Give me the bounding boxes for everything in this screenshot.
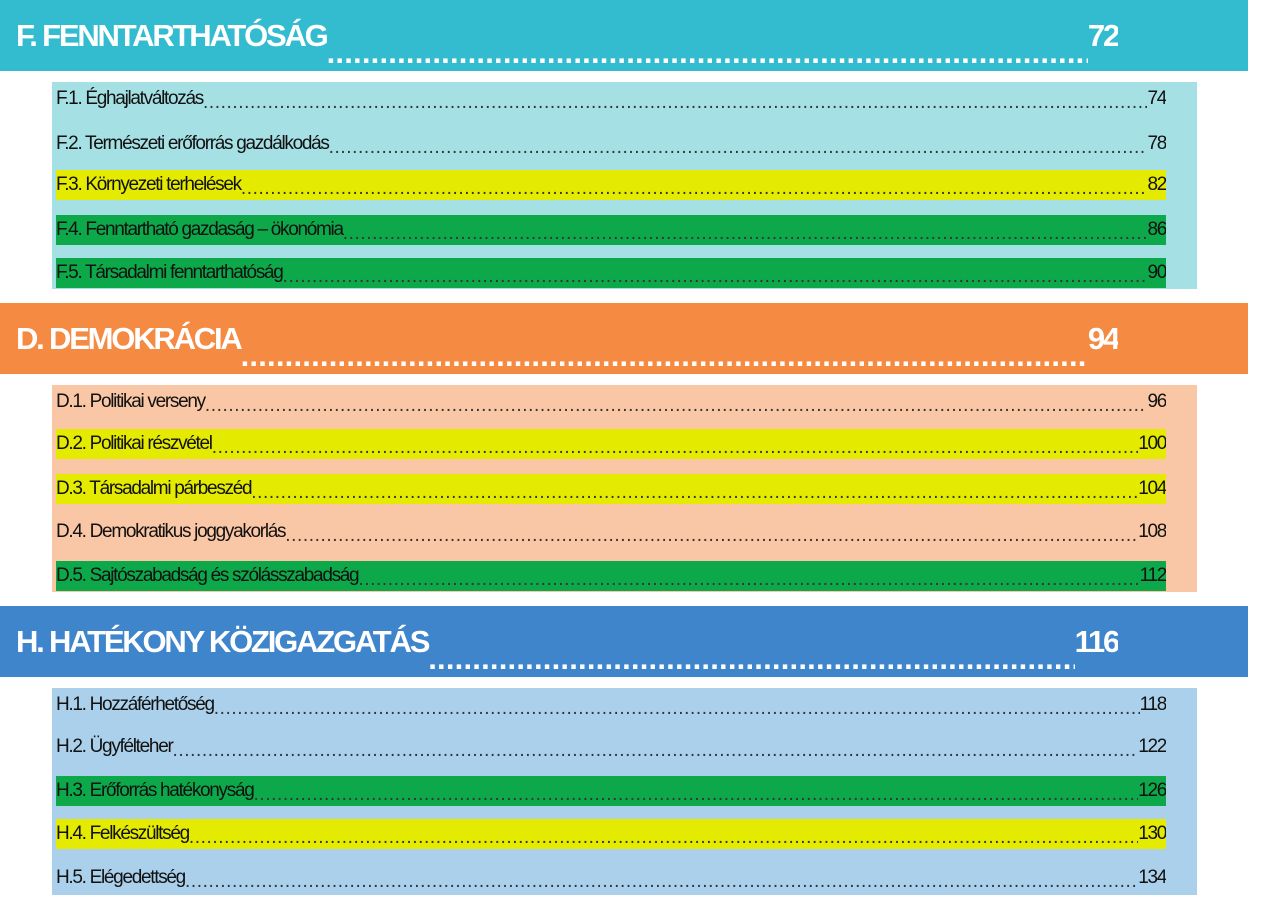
toc-entry-label: D.4. Demokratikus joggyakorlás [56, 521, 287, 542]
dot-leader [212, 437, 1138, 459]
dot-leader [329, 137, 1148, 159]
toc-entry-label: F.1. Éghajlatváltozás [56, 88, 204, 109]
toc-entry-f1[interactable]: F.1. Éghajlatváltozás 74 [56, 84, 1166, 114]
dot-leader [283, 266, 1148, 288]
section-title: D. DEMOKRÁCIA [16, 320, 243, 356]
dot-leader [254, 784, 1139, 806]
toc-entry-page: 74 [1147, 88, 1166, 109]
dot-leader [327, 35, 1088, 71]
section-title: F. FENNTARTHATÓSÁG [16, 17, 329, 53]
dot-leader [203, 92, 1147, 114]
toc-entry-d1[interactable]: D.1. Politikai verseny 96 [56, 387, 1166, 417]
toc-entry-page: 108 [1138, 521, 1166, 542]
dot-leader [214, 698, 1140, 720]
toc-entry-page: 134 [1138, 867, 1166, 888]
dot-leader [358, 569, 1139, 591]
toc-entry-page: 78 [1147, 133, 1166, 154]
dot-leader [189, 827, 1138, 849]
toc-entry-h5[interactable]: H.5. Elégedettség 134 [56, 863, 1166, 893]
toc-entry-h4[interactable]: H.4. Felkészültség 130 [56, 819, 1166, 849]
toc-entry-label: F.4. Fenntartható gazdaság – ökonómia [56, 219, 344, 240]
toc-entry-d5[interactable]: D.5. Sajtószabadság és szólásszabadság 1… [56, 561, 1166, 591]
toc-entry-label: D.3. Társadalmi párbeszéd [56, 478, 253, 499]
toc-entry-page: 100 [1138, 433, 1166, 454]
toc-entry-f2[interactable]: F.2. Természeti erőforrás gazdálkodás 78 [56, 129, 1166, 159]
toc-entry-f5[interactable]: F.5. Társadalmi fenntarthatóság 90 [56, 258, 1166, 288]
section-page-number: 94 [1087, 320, 1118, 356]
toc-entry-page: 86 [1147, 219, 1166, 240]
toc-entry-d3[interactable]: D.3. Társadalmi párbeszéd 104 [56, 474, 1166, 504]
section-page-number: 72 [1087, 17, 1118, 53]
subpanel-fenntarthatosag: F.1. Éghajlatváltozás 74 F.2. Természeti… [52, 82, 1197, 289]
toc-entry-label: F.2. Természeti erőforrás gazdálkodás [56, 133, 330, 154]
section-header-kozigazgatas[interactable]: H. HATÉKONY KÖZIGAZGATÁS 116 [0, 606, 1248, 677]
toc-entry-page: 82 [1147, 174, 1166, 195]
dot-leader [173, 740, 1139, 762]
toc-entry-page: 104 [1138, 478, 1166, 499]
toc-entry-label: H.5. Elégedettség [56, 867, 186, 888]
subpanel-kozigazgatas: H.1. Hozzáférhetőség 118 H.2. Ügyféltehe… [52, 688, 1197, 895]
toc-entry-label: H.4. Felkészültség [56, 823, 190, 844]
toc-entry-page: 130 [1138, 823, 1166, 844]
dot-leader [285, 525, 1138, 547]
section-header-demokracia[interactable]: D. DEMOKRÁCIA 94 [0, 303, 1248, 374]
dot-leader [251, 482, 1138, 504]
toc-entry-page: 90 [1147, 262, 1166, 283]
dot-leader [428, 641, 1074, 677]
section-title: H. HATÉKONY KÖZIGAZGATÁS [16, 623, 430, 659]
toc-entry-page: 118 [1139, 694, 1166, 715]
toc-entry-page: 112 [1139, 565, 1166, 586]
toc-entry-label: D.5. Sajtószabadság és szólásszabadság [56, 565, 360, 586]
toc-entry-label: H.2. Ügyfélteher [56, 736, 174, 757]
dot-leader [205, 395, 1148, 417]
toc-entry-label: H.3. Erőforrás hatékonyság [56, 780, 255, 801]
dot-leader [343, 223, 1148, 245]
subpanel-demokracia: D.1. Politikai verseny 96 D.2. Politikai… [52, 385, 1197, 592]
toc-entry-h1[interactable]: H.1. Hozzáférhetőség 118 [56, 690, 1166, 720]
dot-leader [185, 871, 1138, 893]
section-header-fenntarthatosag[interactable]: F. FENNTARTHATÓSÁG 72 [0, 0, 1248, 71]
toc-entry-f4[interactable]: F.4. Fenntartható gazdaság – ökonómia 86 [56, 215, 1166, 245]
toc-entry-d2[interactable]: D.2. Politikai részvétel 100 [56, 429, 1166, 459]
toc-entry-page: 126 [1138, 780, 1166, 801]
toc-entry-label: D.1. Politikai verseny [56, 391, 206, 412]
toc-entry-label: H.1. Hozzáférhetőség [56, 694, 215, 715]
toc-entry-f3[interactable]: F.3. Környezeti terhelések 82 [56, 170, 1166, 200]
toc-entry-d4[interactable]: D.4. Demokratikus joggyakorlás 108 [56, 517, 1166, 547]
toc-entry-h2[interactable]: H.2. Ügyfélteher 122 [56, 732, 1166, 762]
toc-entry-page: 96 [1147, 391, 1166, 412]
toc-entry-page: 122 [1138, 736, 1166, 757]
toc-entry-h3[interactable]: H.3. Erőforrás hatékonyság 126 [56, 776, 1166, 806]
dot-leader [241, 338, 1088, 374]
toc-entry-label: D.2. Politikai részvétel [56, 433, 213, 454]
toc-entry-label: F.3. Környezeti terhelések [56, 174, 242, 195]
toc-entry-label: F.5. Társadalmi fenntarthatóság [56, 262, 284, 283]
section-page-number: 116 [1074, 623, 1118, 659]
dot-leader [241, 178, 1148, 200]
